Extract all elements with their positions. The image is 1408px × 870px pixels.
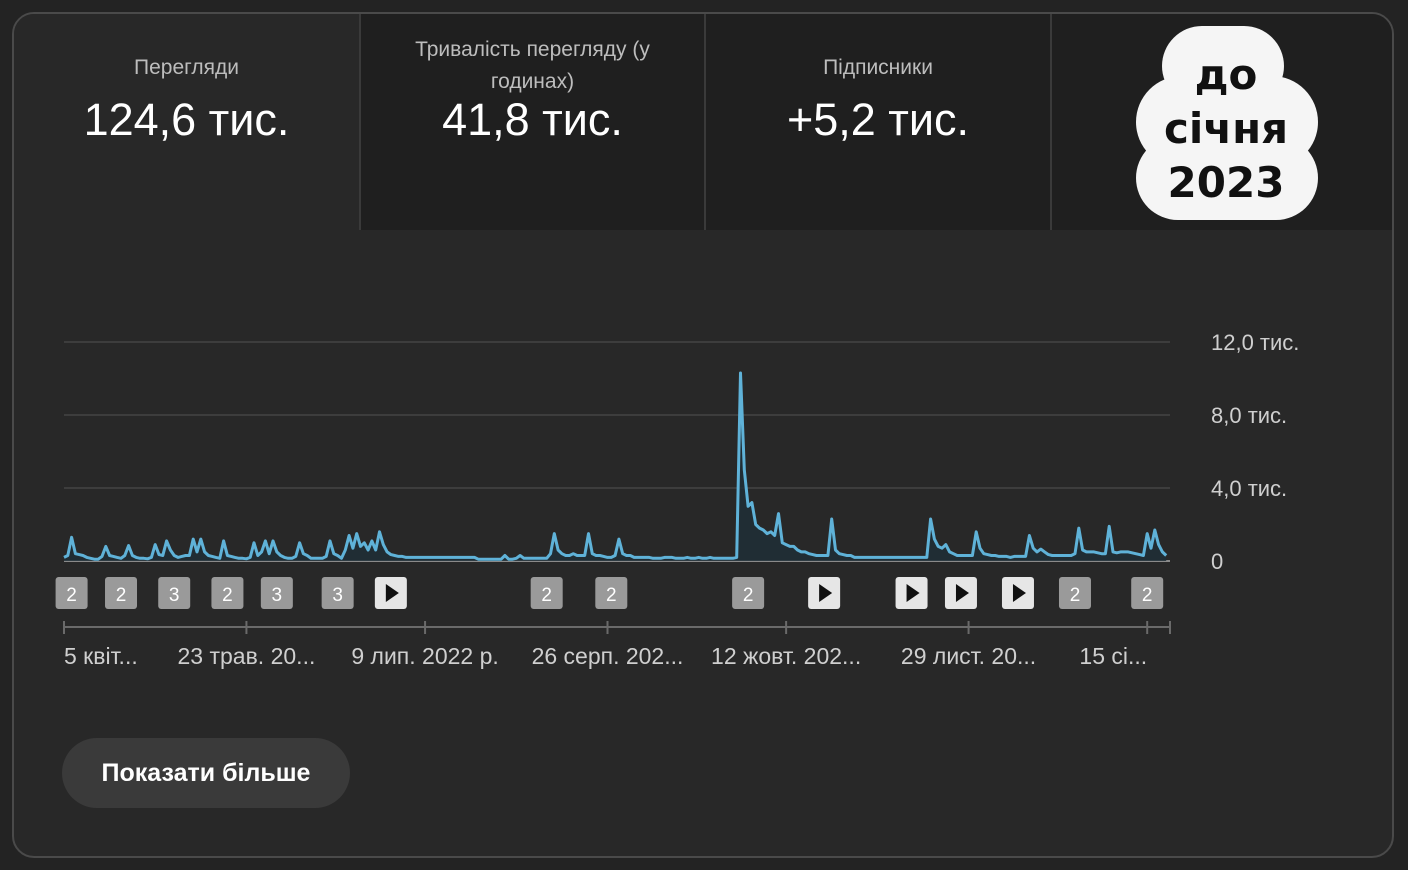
svg-text:3: 3	[272, 585, 283, 606]
video-count-marker[interactable]: 2	[105, 577, 138, 609]
x-tick-label: 12 жовт. 202...	[711, 643, 861, 669]
video-count-marker[interactable]: 2	[211, 577, 244, 609]
svg-text:3: 3	[169, 585, 180, 606]
video-marker-play-icon[interactable]	[1001, 577, 1034, 609]
video-marker-play-icon[interactable]	[895, 577, 928, 609]
x-tick-label: 23 трав. 20...	[178, 643, 316, 669]
badge-cloud-shape	[1136, 26, 1318, 220]
svg-text:2: 2	[222, 585, 233, 606]
svg-text:2: 2	[541, 585, 552, 606]
x-tick-label: 5 квіт...	[64, 643, 138, 669]
x-tick-label: 29 лист. 20...	[901, 643, 1036, 669]
views-value: 124,6 тис.	[83, 94, 290, 145]
svg-text:2: 2	[606, 585, 617, 606]
video-count-marker[interactable]: 2	[530, 577, 563, 609]
video-count-marker[interactable]: 2	[1131, 577, 1164, 609]
y-tick-label: 8,0 тис.	[1211, 403, 1287, 428]
y-tick-label: 12,0 тис.	[1211, 330, 1299, 355]
video-marker-play-icon[interactable]	[374, 577, 407, 609]
metric-tabs: Перегляди 124,6 тис. Тривалість перегляд…	[14, 14, 1392, 230]
subscribers-value: +5,2 тис.	[786, 94, 970, 145]
badge-line-1: до	[1194, 50, 1258, 99]
svg-text:2: 2	[743, 585, 754, 606]
tab-views[interactable]: Перегляди 124,6 тис.	[14, 14, 359, 230]
svg-text:3: 3	[332, 585, 343, 606]
video-count-marker[interactable]: 3	[158, 577, 191, 609]
video-count-marker[interactable]: 3	[321, 577, 354, 609]
video-count-marker[interactable]: 2	[732, 577, 765, 609]
video-count-marker[interactable]: 3	[260, 577, 293, 609]
badge-text: до січня 2023	[1134, 48, 1318, 210]
series-area	[64, 373, 1167, 561]
y-tick-label: 4,0 тис.	[1211, 476, 1287, 501]
until-january-badge: до січня 2023	[1134, 24, 1324, 224]
video-marker-play-icon[interactable]	[944, 577, 977, 609]
y-tick-label: 0	[1211, 549, 1223, 574]
svg-text:2: 2	[66, 585, 77, 606]
watch-time-label: Тривалість перегляду (у годинах)	[415, 38, 650, 93]
views-series-line[interactable]	[63, 371, 1168, 561]
video-marker-play-icon[interactable]	[808, 577, 841, 609]
video-count-marker[interactable]: 2	[1058, 577, 1091, 609]
svg-text:2: 2	[116, 585, 127, 606]
analytics-card: Перегляди 124,6 тис. Тривалість перегляд…	[12, 12, 1394, 858]
views-line-chart: 0 4,0 тис. 8,0 тис. 12,0 тис. 2 2 3 2 3 3 2 2 2 2 2 5 к…	[55, 330, 1299, 669]
show-more-button[interactable]: Показати більше	[62, 738, 350, 808]
tab-watch-time[interactable]: Тривалість перегляду (у годинах) 41,8 ти…	[359, 14, 704, 230]
x-tick-label: 26 серп. 202...	[532, 643, 684, 669]
video-count-marker[interactable]: 2	[595, 577, 628, 609]
video-count-marker[interactable]: 2	[55, 577, 88, 609]
tab-subscribers[interactable]: Підписники +5,2 тис.	[704, 14, 1050, 230]
watch-time-value: 41,8 тис.	[442, 94, 623, 145]
views-label: Перегляди	[134, 56, 239, 79]
badge-line-3: 2023	[1167, 158, 1285, 207]
x-tick-label: 15 сі...	[1079, 643, 1147, 669]
subscribers-label: Підписники	[823, 56, 933, 79]
svg-text:2: 2	[1142, 585, 1153, 606]
svg-text:2: 2	[1070, 585, 1081, 606]
badge-line-2: січня	[1163, 104, 1289, 153]
x-tick-label: 9 лип. 2022 р.	[351, 643, 498, 669]
